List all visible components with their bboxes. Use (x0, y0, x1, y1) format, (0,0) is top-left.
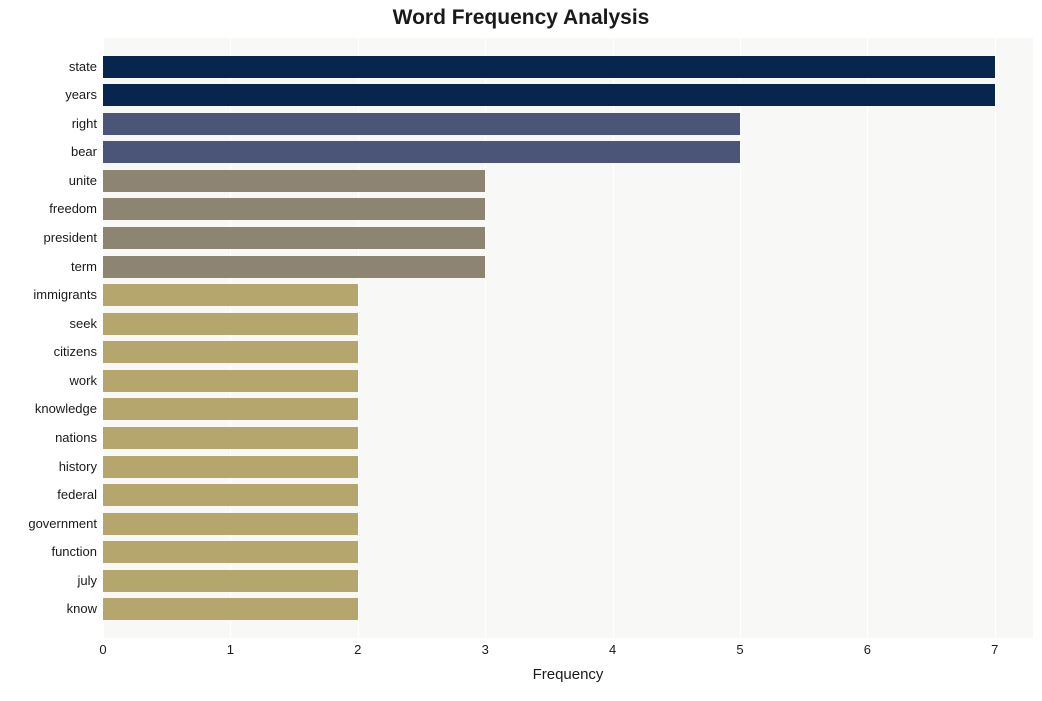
y-tick-label: government (0, 513, 97, 535)
x-tick-label: 5 (736, 642, 743, 657)
y-tick-label: right (0, 113, 97, 135)
x-tick-label: 1 (227, 642, 234, 657)
x-tick-label: 7 (991, 642, 998, 657)
bar (103, 484, 358, 506)
y-axis-labels: state years right bear unite freedom president… (0, 38, 97, 638)
y-tick-label: know (0, 598, 97, 620)
bar (103, 427, 358, 449)
y-tick-label: president (0, 227, 97, 249)
x-axis-ticks: 01234567 (103, 642, 1033, 662)
bar-group (103, 38, 1033, 638)
bar (103, 513, 358, 535)
bar (103, 598, 358, 620)
y-tick-label: work (0, 370, 97, 392)
y-tick-label: seek (0, 313, 97, 335)
y-tick-label: years (0, 84, 97, 106)
y-tick-label: term (0, 256, 97, 278)
x-tick-label: 6 (864, 642, 871, 657)
x-tick-label: 2 (354, 642, 361, 657)
bar (103, 370, 358, 392)
bar (103, 227, 485, 249)
bar (103, 313, 358, 335)
bar (103, 398, 358, 420)
bar (103, 84, 995, 106)
y-tick-label: history (0, 456, 97, 478)
y-tick-label: state (0, 56, 97, 78)
bar (103, 198, 485, 220)
y-tick-label: july (0, 570, 97, 592)
y-tick-label: bear (0, 141, 97, 163)
y-tick-label: immigrants (0, 284, 97, 306)
bar (103, 256, 485, 278)
bar (103, 341, 358, 363)
plot-area (103, 38, 1033, 638)
x-tick-label: 4 (609, 642, 616, 657)
bar (103, 456, 358, 478)
x-tick-label: 3 (482, 642, 489, 657)
bar (103, 570, 358, 592)
chart-container: Word Frequency Analysis state years right b… (0, 0, 1042, 701)
bar (103, 141, 740, 163)
y-tick-label: federal (0, 484, 97, 506)
bar (103, 56, 995, 78)
y-tick-label: function (0, 541, 97, 563)
bar (103, 284, 358, 306)
chart-title: Word Frequency Analysis (0, 6, 1042, 30)
y-tick-label: unite (0, 170, 97, 192)
x-axis-title: Frequency (103, 666, 1033, 683)
y-tick-label: freedom (0, 198, 97, 220)
bar (103, 113, 740, 135)
y-tick-label: nations (0, 427, 97, 449)
x-tick-label: 0 (99, 642, 106, 657)
bar (103, 541, 358, 563)
y-tick-label: citizens (0, 341, 97, 363)
bar (103, 170, 485, 192)
y-tick-label: knowledge (0, 398, 97, 420)
